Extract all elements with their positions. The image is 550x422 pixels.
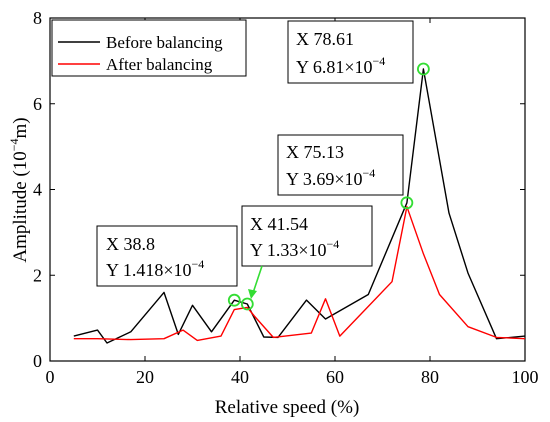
- peak-marker: [400, 196, 414, 210]
- annotations: X 38.8 Y 1.418×10−4 X 41.54 Y 1.33×10−4 …: [96, 20, 414, 299]
- y-tick-label: 6: [33, 94, 42, 114]
- annotation-y-main: Y 6.81×10: [296, 57, 372, 77]
- y-tick-label: 0: [33, 351, 42, 371]
- arrow-head: [248, 289, 257, 299]
- annotation-y-label: Y 1.33×10−4: [250, 237, 339, 260]
- annotation-x-label: X 75.13: [286, 142, 344, 162]
- x-tick-label: 60: [326, 367, 344, 387]
- marker-layer: [227, 62, 430, 311]
- legend-box: [51, 19, 247, 77]
- x-tick-label: 80: [421, 367, 439, 387]
- axis-ticks: 0 20 40 60 80 100 0 2 4 6 8: [33, 8, 539, 387]
- annotation-box: [287, 20, 414, 84]
- plot-area: 0 20 40 60 80 100 0 2 4 6 8: [33, 8, 539, 387]
- y-tick-label: 4: [33, 180, 42, 200]
- x-tick-label: 20: [136, 367, 154, 387]
- annotation-peak-41: X 41.54 Y 1.33×10−4: [241, 205, 373, 267]
- annotation-peak-78: X 78.61 Y 6.81×10−4: [287, 20, 414, 84]
- legend: Before balancing After balancing: [51, 19, 247, 77]
- y-axis-label-exp: −4: [7, 138, 21, 151]
- annotation-y-main: Y 1.418×10: [106, 260, 191, 280]
- annotation-x-label: X 78.61: [296, 29, 354, 49]
- x-tick-label: 0: [46, 367, 55, 387]
- x-axis-label: Relative speed (%): [215, 397, 360, 418]
- x-tick-label: 100: [512, 367, 539, 387]
- annotation-box: [241, 205, 373, 267]
- series-line-after: [73, 205, 526, 342]
- legend-label-before: Before balancing: [106, 33, 223, 52]
- arrow-shaft: [252, 265, 263, 294]
- annotation-peak-38: X 38.8 Y 1.418×10−4: [96, 225, 238, 287]
- annotation-x-label: X 41.54: [250, 214, 308, 234]
- y-axis-label: Amplitude (10−4m): [7, 117, 31, 262]
- x-tick-label: 40: [231, 367, 249, 387]
- annotation-peak-75: X 75.13 Y 3.69×10−4: [277, 134, 404, 196]
- annotation-y-exp: −4: [362, 166, 375, 180]
- annotation-y-exp: −4: [372, 54, 385, 68]
- y-tick-label: 8: [33, 8, 42, 28]
- annotation-y-main: Y 3.69×10: [286, 169, 362, 189]
- y-axis-label-main: Amplitude (10: [10, 151, 31, 262]
- series-layer: [73, 68, 526, 344]
- annotation-y-label: Y 6.81×10−4: [296, 54, 385, 77]
- annotation-y-exp: −4: [326, 237, 339, 251]
- series-line-before: [73, 68, 526, 344]
- annotation-y-label: Y 3.69×10−4: [286, 166, 375, 189]
- legend-label-after: After balancing: [106, 55, 213, 74]
- annotation-y-exp: −4: [191, 257, 204, 271]
- peak-marker: [416, 62, 430, 76]
- annotation-y-label: Y 1.418×10−4: [106, 257, 204, 280]
- annotation-box: [96, 225, 238, 287]
- peak-marker: [240, 297, 254, 311]
- annotation-arrow: [248, 265, 263, 299]
- annotation-x-label: X 38.8: [106, 234, 155, 254]
- annotation-box: [277, 134, 404, 196]
- y-tick-label: 2: [33, 265, 42, 285]
- y-axis-label-tail: m): [10, 117, 31, 138]
- peak-marker: [227, 293, 241, 307]
- annotation-y-main: Y 1.33×10: [250, 240, 326, 260]
